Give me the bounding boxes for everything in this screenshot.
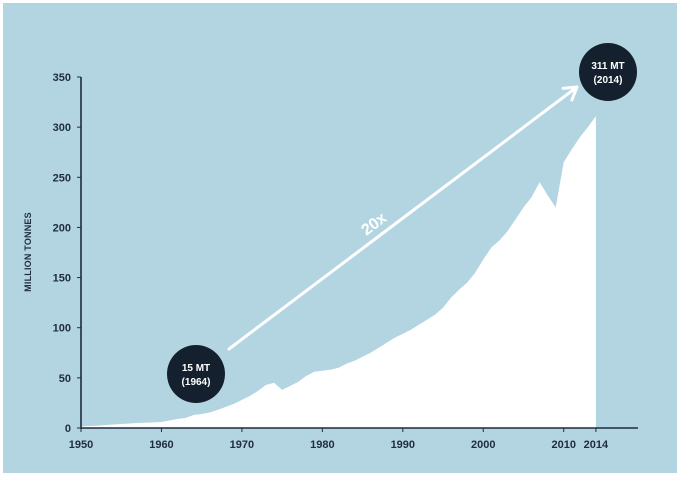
value-badge: 311 MT (2014) — [579, 43, 637, 101]
badge-circle — [167, 345, 225, 403]
x-tick-label: 1950 — [69, 439, 93, 451]
badge-circle — [579, 43, 637, 101]
badge-year: (1964) — [182, 377, 211, 388]
x-tick-label: 2000 — [471, 439, 495, 451]
y-tick-label: 250 — [53, 172, 71, 184]
y-tick-label: 300 — [53, 122, 71, 134]
value-badge: 15 MT (1964) — [167, 345, 225, 403]
growth-arrow-head — [561, 85, 579, 102]
badge-value: 15 MT — [182, 363, 210, 374]
y-axis-title: MILLION TONNES — [23, 212, 33, 292]
x-tick-label: 1980 — [310, 439, 334, 451]
y-tick-label: 50 — [59, 373, 71, 385]
y-tick-label: 350 — [53, 72, 71, 84]
x-tick-label: 1960 — [149, 439, 173, 451]
y-tick-label: 200 — [53, 222, 71, 234]
production-area — [81, 116, 596, 428]
x-tick-label: 1970 — [230, 439, 254, 451]
x-tick-label: 2010 — [551, 439, 575, 451]
y-tick-label: 150 — [53, 273, 71, 285]
x-tick-label: 2014 — [584, 439, 609, 451]
y-tick-label: 100 — [53, 323, 71, 335]
growth-arrow-line — [227, 85, 579, 351]
badge-year: (2014) — [594, 75, 623, 86]
x-tick-label: 1990 — [391, 439, 415, 451]
badge-value: 311 MT — [591, 61, 624, 72]
y-tick-label: 0 — [65, 423, 71, 435]
